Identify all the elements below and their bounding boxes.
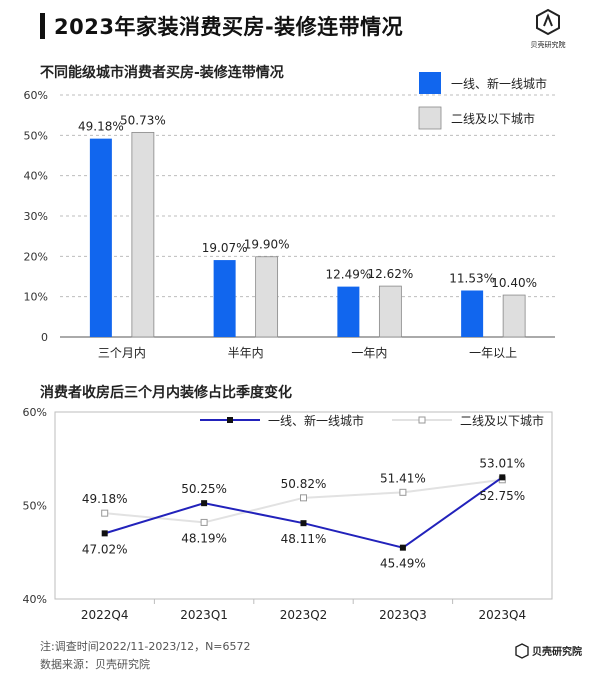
line-y-tick-label: 40% — [23, 593, 47, 606]
bar — [213, 260, 236, 337]
bar-data-label: 12.62% — [367, 267, 413, 281]
bar — [502, 294, 526, 338]
line-data-label: 53.01% — [479, 456, 525, 470]
series-marker — [101, 530, 108, 537]
bar — [131, 131, 155, 338]
legend-label: 一线、新一线城市 — [268, 413, 364, 428]
brand-logo: 贝壳研究院 — [526, 8, 570, 49]
bar-data-label: 19.07% — [202, 241, 248, 255]
series-marker — [101, 509, 109, 517]
legend-label: 二线及以下城市 — [451, 111, 535, 126]
bar-data-label: 19.90% — [244, 238, 290, 252]
series-marker — [300, 494, 307, 502]
bar-y-tick-label: 60% — [24, 89, 48, 102]
bar-y-tick-label: 30% — [24, 210, 48, 223]
bar-x-tick-label: 一年内 — [351, 346, 387, 360]
line-x-tick-label: 2023Q1 — [180, 608, 228, 622]
line-data-label: 52.75% — [479, 489, 525, 503]
series-marker — [200, 518, 208, 526]
bar-y-tick-label: 50% — [24, 129, 48, 142]
bar-x-tick-label: 三个月内 — [98, 346, 146, 360]
line-y-tick-label: 60% — [23, 406, 47, 419]
bar-data-label: 11.53% — [449, 271, 495, 285]
series-marker — [499, 474, 506, 481]
bar — [337, 286, 360, 337]
legend-marker — [227, 417, 233, 423]
series-marker — [399, 488, 407, 496]
line-data-label: 50.25% — [181, 482, 227, 496]
legend-swatch — [418, 106, 442, 130]
bar-y-tick-label: 40% — [24, 170, 48, 183]
line-data-label: 48.11% — [281, 532, 327, 546]
bar-x-tick-label: 半年内 — [228, 346, 264, 360]
line-x-tick-label: 2022Q4 — [81, 608, 129, 622]
line-x-tick-label: 2023Q2 — [280, 608, 328, 622]
footer-logo: 贝壳研究院 — [514, 642, 588, 660]
line-data-label: 45.49% — [380, 557, 426, 571]
series-marker — [201, 500, 208, 507]
bar-y-tick-label: 10% — [24, 291, 48, 304]
bar — [378, 285, 402, 338]
bar — [255, 256, 279, 338]
bar-chart-title: 不同能级城市消费者买房-装修连带情况 — [40, 65, 284, 81]
legend-label: 二线及以下城市 — [460, 413, 544, 428]
line-plot-frame — [54, 411, 553, 600]
bar-data-label: 50.73% — [120, 113, 166, 127]
page-title: 2023年家装消费买房-装修连带情况 — [54, 15, 404, 39]
bar-y-tick-label: 0 — [41, 331, 48, 344]
logo-text: 贝壳研究院 — [530, 41, 566, 49]
series-marker — [300, 520, 307, 527]
survey-note: 注:调查时间2022/11-2023/12，N=6572 — [40, 640, 251, 653]
line-data-label: 47.02% — [82, 542, 128, 556]
footer-logo-text: 贝壳研究院 — [532, 645, 582, 658]
bar-data-label: 10.40% — [491, 276, 537, 290]
logo-icon — [536, 8, 560, 36]
bar-y-tick-label: 20% — [24, 250, 48, 263]
legend-marker — [418, 416, 426, 424]
bar-data-label: 12.49% — [325, 268, 371, 282]
line-data-label: 51.41% — [380, 471, 426, 485]
line-chart: 40% 50% 60% 2022Q4 2023Q1 2023Q2 2023Q3 2023Q4 4… — [23, 406, 553, 622]
line-data-label: 49.18% — [82, 492, 128, 506]
line-x-tick-label: 2023Q3 — [379, 608, 427, 622]
line-chart-title: 消费者收房后三个月内装修占比季度变化 — [40, 385, 292, 401]
line-y-tick-label: 50% — [23, 500, 47, 513]
title-accent-bar — [40, 13, 45, 39]
legend-label: 一线、新一线城市 — [451, 76, 547, 91]
data-source: 数据来源：贝壳研究院 — [40, 658, 150, 671]
series-marker — [399, 544, 406, 551]
bar-x-tick-label: 一年以上 — [469, 346, 517, 360]
line-x-tick-label: 2023Q4 — [478, 608, 526, 622]
bar-chart: 0 10% 20% 30% 40% 50% 60% 三个月内 49.18%50.73% 半年内 19… — [24, 72, 555, 360]
bar — [461, 290, 484, 337]
legend-swatch — [419, 72, 441, 94]
bar-data-label: 49.18% — [78, 120, 124, 134]
bar — [89, 138, 112, 337]
line-data-label: 50.82% — [281, 477, 327, 491]
footer-logo-icon: 贝壳研究院 — [515, 643, 582, 659]
line-data-label: 48.19% — [181, 531, 227, 545]
